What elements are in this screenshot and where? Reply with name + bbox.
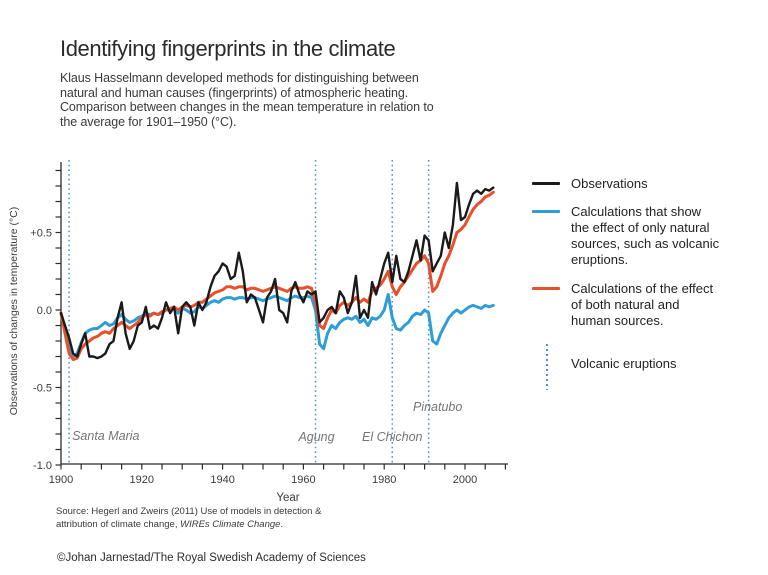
y-axis-tick-label: -0.5	[33, 382, 52, 394]
legend-label: Volcanic eruptions	[571, 356, 677, 371]
y-axis-tick-label: +0.5	[30, 227, 52, 239]
natural-human-line-swatch	[532, 287, 560, 290]
observations-line-swatch	[532, 182, 560, 185]
x-axis-tick-label: 1920	[130, 474, 154, 486]
page-title: Identifying fingerprints in the climate	[60, 36, 396, 61]
y-axis-tick-label: -1.0	[33, 460, 52, 472]
legend-label: Calculations of the effect	[571, 281, 714, 296]
volcano-label: Agung	[297, 430, 334, 444]
x-axis-tick-label: 1900	[49, 474, 73, 486]
legend-label: eruptions.	[571, 252, 629, 267]
x-axis-tick-label: 1940	[210, 474, 234, 486]
y-axis-title: Observations of changes in temperature (…	[8, 206, 20, 416]
x-axis-tick-label: 1980	[372, 474, 396, 486]
legend-item-observations: Observations	[530, 176, 766, 192]
y-axis-tick-label: 0.0	[37, 305, 52, 317]
subtitle-line: the average for 1901–1950 (°C).	[60, 114, 237, 129]
legend-item-natural-human: Calculations of the effect of both natur…	[530, 281, 766, 329]
x-axis-title: Year	[276, 492, 300, 504]
source-journal: WIREs Climate Change	[180, 518, 281, 530]
legend-label: the effect of only natural	[571, 220, 710, 235]
source-note: Source: Hegerl and Zweirs (2011) Use of …	[56, 506, 321, 531]
x-axis-tick-label: 1960	[291, 474, 315, 486]
subtitle-line: natural and human causes (fingerprints) …	[60, 85, 409, 100]
page-subtitle: Klaus Hasselmann developed methods for d…	[60, 71, 434, 129]
natural-only-line-swatch	[532, 210, 560, 213]
volcano-label: Pinatubo	[413, 400, 462, 414]
subtitle-line: Comparison between changes in the mean t…	[60, 100, 434, 115]
legend-label: Calculations that show	[571, 204, 702, 219]
copyright-note: ©Johan Jarnestad/The Royal Swedish Acade…	[57, 552, 366, 564]
source-line2-end: .	[280, 518, 284, 530]
volcano-label: Santa Maria	[72, 429, 139, 443]
volcanic-eruptions-dotted-swatch	[546, 344, 548, 390]
legend-item-volcanic-eruptions: Volcanic eruptions	[530, 344, 766, 390]
series-line-observations	[59, 181, 495, 360]
subtitle-line: Klaus Hasselmann developed methods for d…	[60, 71, 419, 85]
source-line1: Source: Hegerl and Zweirs (2011) Use of …	[56, 506, 322, 517]
legend-item-natural-only: Calculations that show the effect of onl…	[530, 204, 766, 268]
legend-label: human sources.	[571, 313, 664, 328]
legend-label: of both natural and	[571, 297, 680, 312]
volcano-label: El Chichon	[362, 430, 422, 444]
x-axis-tick-label: 2000	[453, 474, 477, 486]
legend-label: sources, such as volcanic	[571, 236, 720, 251]
chart-legend: Observations Calculations that show the …	[530, 0, 766, 575]
source-line2: attribution of climate change,	[56, 518, 181, 530]
legend-label: Observations	[571, 176, 648, 191]
climate-chart-svg: Santa Maria Agung El Chichon Pinatubo +0.5 0.…	[30, 160, 508, 486]
